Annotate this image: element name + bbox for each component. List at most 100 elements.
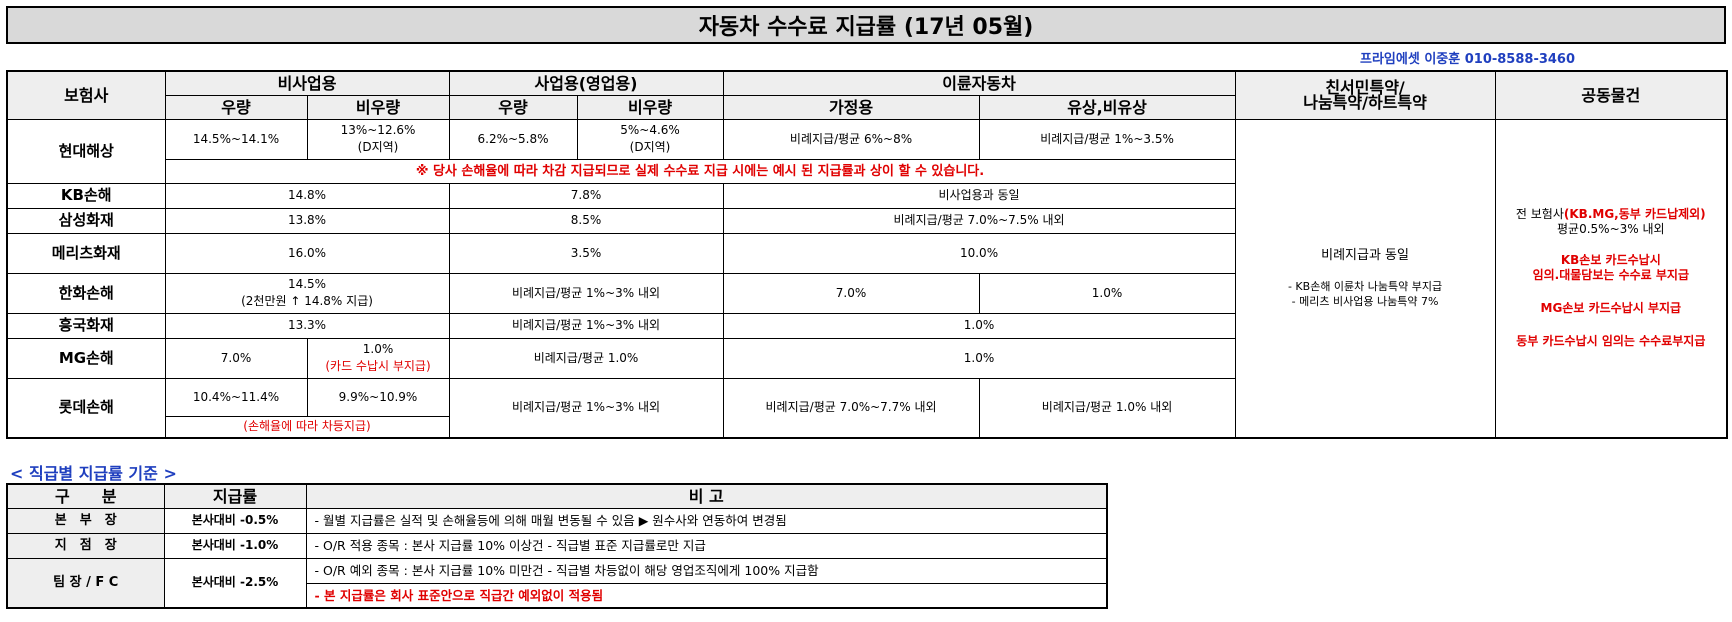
joint-note: 임의.대물담보는 수수료 부지급 [1532,268,1690,283]
header-friendly-line2: 나눔특약/하트특약 [1303,93,1427,113]
rate-cell: 3.5% [448,232,724,274]
table-row: 한화손해 14.5% (2천만원 ↑ 14.8% 지급) 비례지급/평균 1%~… [6,272,1727,314]
joint-cell: 전 보험사(KB.MG,동부 카드납제외) 평균0.5%~3% 내외 KB손보 … [1494,118,1728,439]
grade-note: - O/R 적용 종목 : 본사 지급률 10% 이상건 - 직급별 표준 지급… [305,532,1108,559]
header-two-wheel: 이륜자동차 [722,70,1236,96]
rate-cell: 6.2%~5.8% [448,118,578,160]
header-nb-excellent: 우량 [164,94,308,120]
header-insurer: 보험사 [6,70,166,120]
rate-cell: 비례지급/평균 1.0% 내외 [978,377,1236,439]
rate-cell: 비례지급/평균 7.0%~7.5% 내외 [722,207,1236,234]
header-business: 사업용(영업용) [448,70,724,96]
rate-cell: 1.0% (카드 수납시 부지급) [306,337,450,379]
rate-cell: 1.0% [978,272,1236,314]
friendly-rider-cell: 비례지급과 동일 - KB손해 이륜차 나눔특약 부지급 - 메리츠 비사업용 … [1234,118,1496,439]
rate-cell: 14.5%~14.1% [164,118,308,160]
rate-cell: 10.0% [722,232,1236,274]
joint-exclusion: (KB.MG,동부 카드납제외) [1563,207,1706,222]
rate-condition: (D지역) [357,140,399,154]
grade-note: - O/R 예외 종목 : 본사 지급률 10% 미만건 - 직급별 차등없이 … [305,557,1108,584]
rate-cell: 비례지급/평균 6%~8% [722,118,980,160]
grade-rate: 본사대비 -2.5% [163,557,307,609]
joint-line: 평균0.5%~3% 내외 [1557,222,1665,237]
rate-cell: 1.0% [722,312,1236,339]
joint-note: 동부 카드수납시 임의는 수수료부지급 [1516,334,1706,349]
grade-category: 지 점 장 [6,532,165,559]
rate-condition: (카드 수납시 부지급) [325,359,431,373]
grade-rate: 본사대비 -0.5% [163,507,307,534]
header-paid: 유상,비유상 [978,94,1236,120]
table-row: 흥국화재 13.3% 비례지급/평균 1%~3% 내외 1.0% [6,312,1727,339]
insurer-name: 흥국화재 [6,312,166,339]
rate-condition: (D지역) [629,140,671,154]
insurer-name: KB손해 [6,182,166,209]
rate-cell: 14.8% [164,182,450,209]
table-row: ※ 당사 손해율에 따라 차감 지급되므로 실제 수수료 지급 시에는 예시 된… [7,158,1727,184]
rate-value: 13%~12.6% [340,123,416,137]
header-friendly-line1: 친서민특약/ [1325,78,1405,98]
rate-cell: 13.3% [164,312,450,339]
grade-category: 팀 장 / F C [6,557,165,609]
insurer-name: 현대해상 [6,118,166,184]
table-row: - 본 지급률은 회사 표준안으로 직급간 예외없이 적용됨 [7,582,1108,609]
insurer-name: 삼성화재 [6,207,166,234]
table-row: (손해율에 따라 차등지급) [7,415,1727,439]
insurer-name: 한화손해 [6,272,166,314]
header-joint: 공동물건 [1494,70,1728,120]
rate-cell: 7.0% [164,337,308,379]
header-friendly-rider: 친서민특약/ 나눔특약/하트특약 [1234,70,1496,120]
joint-note: MG손보 카드수납시 부지급 [1540,301,1682,316]
rate-cell: 7.8% [448,182,724,209]
rate-cell: 비례지급/평균 7.0%~7.7% 내외 [722,377,980,439]
grade-header-remark: 비 고 [305,483,1108,509]
table-row: 롯데손해 10.4%~11.4% 9.9%~10.9% 비례지급/평균 1%~3… [6,377,1727,439]
rate-cell: 7.0% [722,272,980,314]
rate-condition: (2천만원 ↑ 14.8% 지급) [241,294,373,308]
rate-cell: 10.4%~11.4% [164,377,308,417]
rate-cell: 13%~12.6% (D지역) [306,118,450,160]
contact-info: 프라임에셋 이중훈 010-8588-3460 [1360,52,1576,67]
joint-note: KB손보 카드수납시 [1560,253,1661,268]
rate-cell: 9.9%~10.9% [306,377,450,417]
grade-header-rate: 지급률 [163,483,307,509]
table-row: 지 점 장 본사대비 -1.0% - O/R 적용 종목 : 본사 지급률 10… [6,532,1108,559]
grade-rate: 본사대비 -1.0% [163,532,307,559]
insurer-name: 롯데손해 [6,377,166,439]
rate-cell: 비례지급/평균 1%~3.5% [978,118,1236,160]
insurer-name: MG손해 [6,337,166,379]
grade-header-category: 구 분 [6,483,165,509]
rate-cell: 8.5% [448,207,724,234]
rate-cell: 비례지급/평균 1.0% [448,337,724,379]
lotte-note: (손해율에 따라 차등지급) [164,415,450,439]
page-title: 자동차 수수료 지급률 (17년 05월) [6,6,1726,44]
rate-cell: 16.0% [164,232,450,274]
rate-value: 5%~4.6% [620,123,680,137]
rate-cell: 비례지급/평균 1%~3% 내외 [448,272,724,314]
header-household: 가정용 [722,94,980,120]
grade-category: 본 부 장 [6,507,165,534]
rate-cell: 비례지급/평균 1%~3% 내외 [448,312,724,339]
table-row: MG손해 7.0% 1.0% (카드 수납시 부지급) 비례지급/평균 1.0%… [6,337,1727,379]
joint-line: 전 보험사 [1515,207,1564,222]
friendly-main: 비례지급과 동일 [1321,247,1409,263]
grade-note: - 본 지급률은 회사 표준안으로 직급간 예외없이 적용됨 [305,582,1108,609]
friendly-note: - 메리츠 비사업용 나눔특약 7% [1291,294,1439,308]
grade-rate-table: 구 분 지급률 비 고 본 부 장 본사대비 -0.5% - 월별 지급률은 실… [6,483,1108,609]
header-b-non-excellent: 비우량 [576,94,724,120]
table-row: 현대해상 14.5%~14.1% 13%~12.6% (D지역) 6.2%~5.… [6,118,1728,439]
rate-cell: 14.5% (2천만원 ↑ 14.8% 지급) [164,272,450,314]
hyundai-notice: ※ 당사 손해율에 따라 차감 지급되므로 실제 수수료 지급 시에는 예시 된… [164,158,1236,184]
rate-cell: 비사업용과 동일 [722,182,1236,209]
rate-value: 1.0% [362,342,394,356]
table-row: 팀 장 / F C 본사대비 -2.5% - O/R 예외 종목 : 본사 지급… [6,557,1108,609]
grade-note: - 월별 지급률은 실적 및 손해율등에 의해 매월 변동될 수 있음 ▶ 원수… [305,507,1108,534]
insurer-name: 메리츠화재 [6,232,166,274]
rate-value: 14.5% [287,277,327,291]
table-row: KB손해 14.8% 7.8% 비사업용과 동일 [6,182,1727,209]
friendly-note: - KB손해 이륜차 나눔특약 부지급 [1287,279,1443,293]
rate-cell: 비례지급/평균 1%~3% 내외 [448,377,724,439]
rate-cell: 1.0% [722,337,1236,379]
header-b-excellent: 우량 [448,94,578,120]
table-row: 본 부 장 본사대비 -0.5% - 월별 지급률은 실적 및 손해율등에 의해… [6,507,1108,534]
header-non-business: 비사업용 [164,70,450,96]
